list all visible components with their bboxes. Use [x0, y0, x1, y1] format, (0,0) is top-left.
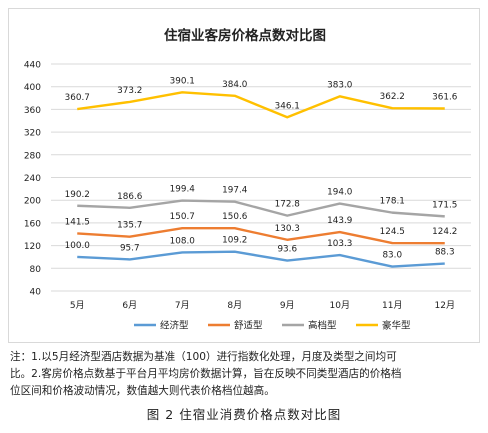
data-label: 361.6 — [432, 92, 458, 102]
series-line — [77, 226, 445, 245]
data-labels: 100.0 95.7 108.0 109.2 93.6 103.3 83.0 88.3 141.… — [65, 76, 458, 260]
legend: 经济型 舒适型 高档型 豪华型 — [134, 320, 411, 332]
data-label: 346.1 — [275, 101, 300, 111]
x-tick-label: 6月 — [122, 300, 137, 311]
gridlines — [51, 63, 471, 292]
legend-label: 高档型 — [308, 320, 337, 332]
data-label: 384.0 — [222, 80, 248, 90]
x-tick-label: 9月 — [280, 300, 295, 311]
x-tick-label: 10月 — [330, 300, 350, 311]
data-label: 141.5 — [65, 217, 90, 227]
data-label: 360.7 — [65, 93, 90, 103]
y-tick-label: 200 — [24, 197, 41, 207]
footnote: 注：1.以5月经济型酒店数据为基准（100）进行指数化处理，月度及类型之间均可 … — [10, 349, 482, 400]
legend-label: 豪华型 — [382, 320, 411, 332]
data-label: 93.6 — [277, 245, 297, 255]
figure-caption: 图 2 住宿业消费价格点数对比图 — [146, 407, 342, 422]
data-label: 103.3 — [327, 239, 352, 249]
data-label: 143.9 — [327, 216, 352, 226]
chart-title: 住宿业客房价格点数对比图 — [164, 27, 326, 44]
y-axis-ticks: 40 80 120 160 200 240 280 320 360 400 440 — [24, 61, 41, 298]
footnote-line-1: 注：1.以5月经济型酒店数据为基准（100）进行指数化处理，月度及类型之间均可 — [10, 351, 397, 363]
data-label: 124.5 — [380, 227, 405, 237]
y-tick-label: 280 — [24, 151, 41, 161]
data-label: 197.4 — [222, 186, 248, 196]
data-label: 194.0 — [327, 188, 353, 198]
data-label: 390.1 — [170, 76, 195, 86]
y-tick-label: 160 — [24, 219, 41, 229]
data-label: 108.0 — [170, 236, 196, 246]
data-label: 95.7 — [120, 243, 140, 253]
data-label: 190.2 — [65, 190, 90, 200]
line-chart: 住宿业客房价格点数对比图 408012016020024028032036040… — [24, 27, 471, 332]
legend-label: 舒适型 — [234, 320, 263, 332]
data-label: 362.2 — [380, 92, 405, 102]
legend-label: 经济型 — [160, 320, 189, 332]
data-label: 373.2 — [117, 86, 142, 96]
x-tick-label: 7月 — [175, 300, 190, 311]
data-label: 383.0 — [327, 80, 353, 90]
data-label: 186.6 — [117, 192, 143, 202]
data-label: 109.2 — [222, 236, 247, 246]
series-lines — [77, 91, 445, 268]
y-tick-label: 120 — [24, 242, 41, 252]
chart-frame: 住宿业客房价格点数对比图 40 80 120 160 200 240 280 320 360 40… — [8, 8, 480, 343]
y-tick-label: 400 — [24, 83, 41, 93]
data-label: 199.4 — [170, 185, 196, 195]
data-label: 130.3 — [275, 224, 300, 234]
data-label: 88.3 — [435, 248, 455, 258]
x-tick-label: 11月 — [382, 300, 402, 311]
data-label: 83.0 — [382, 251, 402, 261]
x-axis-ticks: 5月 6月 7月 8月 9月 10月 11月 12月 — [70, 300, 455, 311]
y-tick-label: 40 — [30, 288, 42, 298]
x-tick-label: 5月 — [70, 300, 85, 311]
data-label: 150.7 — [170, 212, 195, 222]
y-tick-label: 320 — [24, 129, 41, 139]
data-label: 178.1 — [380, 197, 405, 207]
data-label: 172.8 — [275, 200, 300, 210]
x-tick-label: 12月 — [435, 300, 455, 311]
data-label: 150.6 — [222, 212, 248, 222]
data-label: 135.7 — [117, 221, 142, 231]
y-tick-label: 440 — [24, 61, 41, 71]
data-label: 124.2 — [432, 227, 457, 237]
series-line — [77, 250, 445, 268]
y-tick-label: 240 — [24, 174, 41, 184]
series-line — [77, 199, 445, 218]
data-label: 171.5 — [432, 200, 457, 210]
data-label: 100.0 — [65, 241, 91, 251]
footnote-line-3: 位区间和价格波动情况，数值越大则代表价格档位越高。 — [10, 385, 275, 397]
y-tick-label: 360 — [24, 106, 41, 116]
footnote-line-2: 比。2.客房价格点数基于平台月平均房价数据计算，旨在反映不同类型酒店的价格档 — [10, 368, 402, 380]
x-tick-label: 8月 — [227, 300, 242, 311]
y-tick-label: 80 — [30, 265, 42, 275]
series-line — [77, 91, 445, 119]
